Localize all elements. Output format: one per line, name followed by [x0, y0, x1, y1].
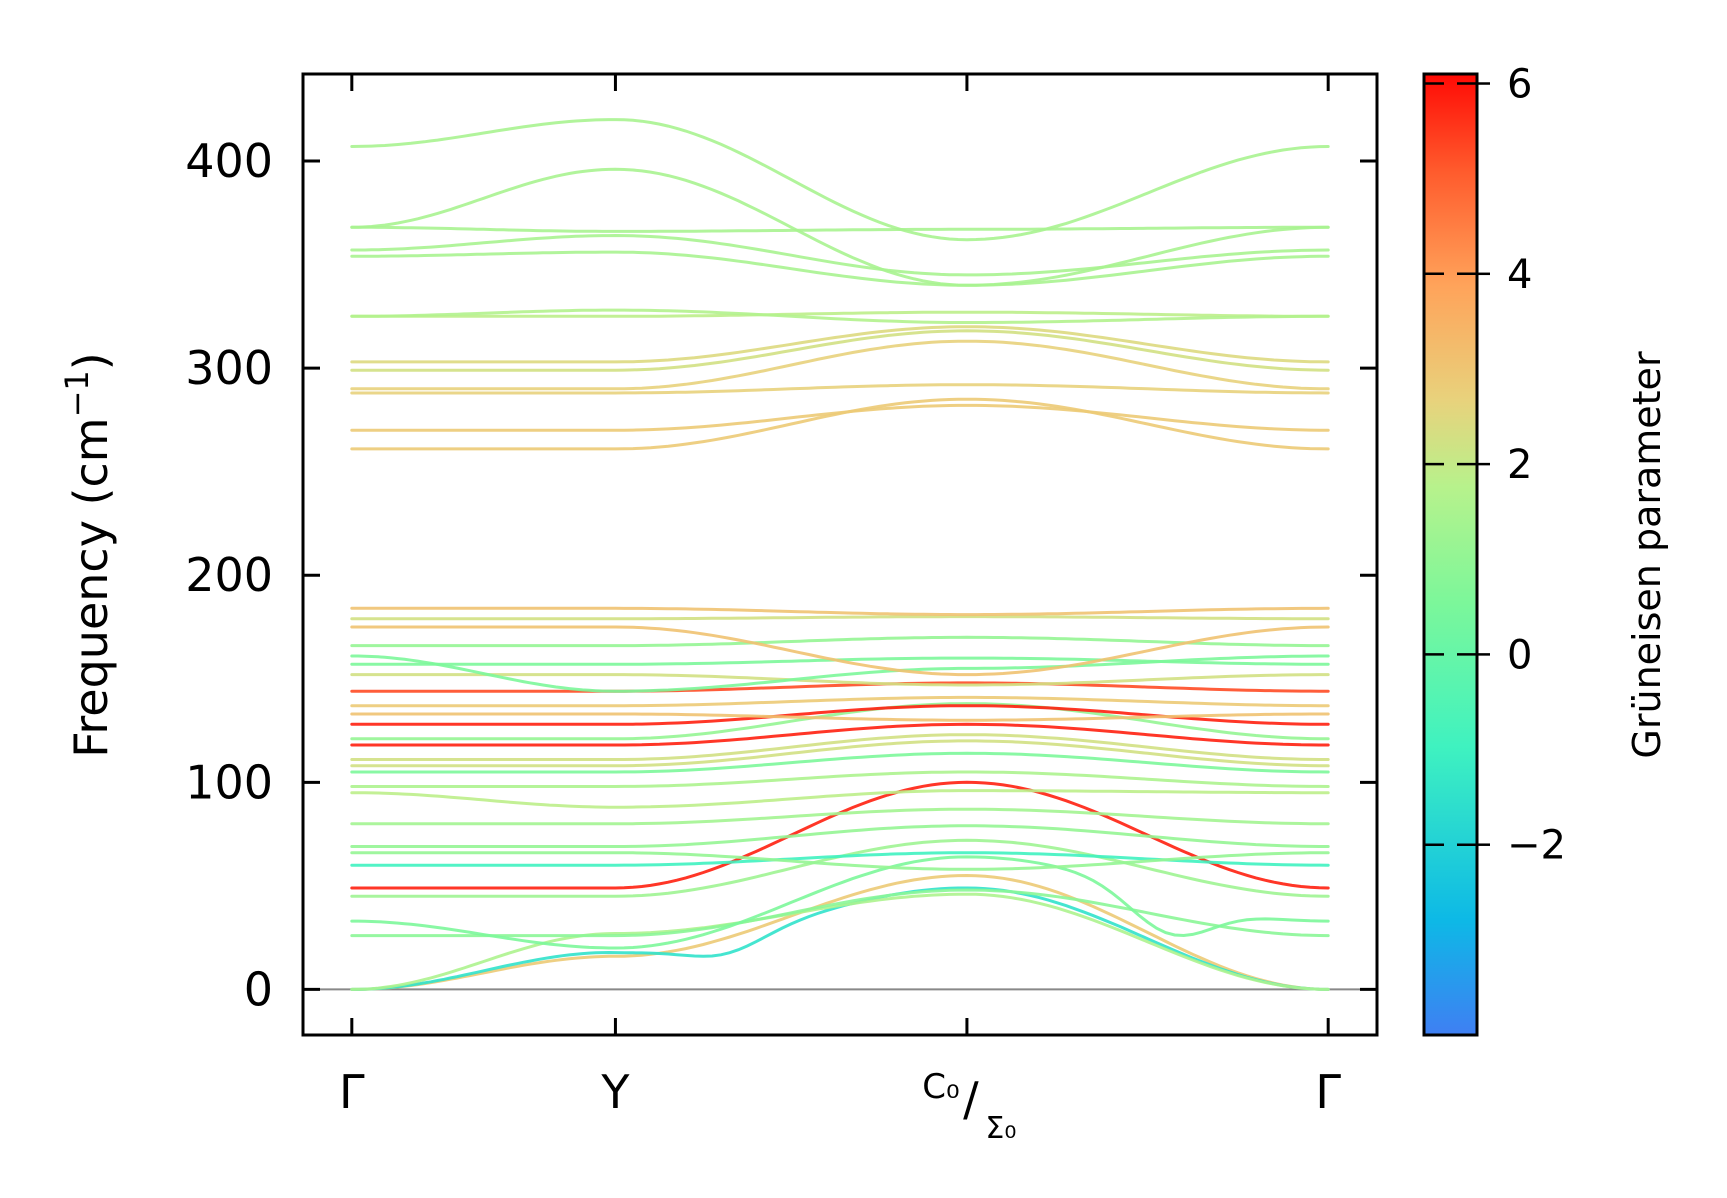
y-axis-title: Frequency (cm−1) [58, 352, 118, 757]
colorbar-title: Grüneisen parameter [1625, 351, 1669, 759]
y-tick-label: 200 [185, 548, 273, 602]
x-tick-label-upper: C₀ [922, 1067, 959, 1107]
band-23 [350, 681, 1330, 693]
band-32 [350, 403, 1330, 432]
x-tick-label: Γ [1315, 1065, 1341, 1119]
band-43 [350, 118, 1330, 242]
colorbar-tick-label: 2 [1507, 442, 1532, 488]
band-31 [350, 397, 1330, 451]
colorbar-tick-label: 0 [1507, 632, 1532, 678]
x-tick-label-composite: C₀/Σ₀ [922, 1067, 1016, 1146]
colorbar-tick-label: 4 [1507, 252, 1532, 298]
band-37 [350, 310, 1330, 318]
colorbar-tick-label: 6 [1507, 62, 1532, 108]
band-9 [350, 851, 1330, 867]
band-36 [350, 325, 1330, 364]
colorbar [1422, 72, 1479, 1037]
band-acoustic-3 [350, 892, 1330, 991]
band-30 [350, 606, 1330, 617]
y-axis: 0 100 200 300 400 [185, 134, 1377, 1016]
band-28 [350, 625, 1330, 677]
band-6 [350, 855, 1330, 950]
colorbar-axis: −2 0 2 4 6 [1424, 62, 1566, 869]
x-tick-label-lower: Σ₀ [985, 1111, 1016, 1146]
band-acoustic-1 [350, 873, 1330, 991]
band-7 [350, 780, 1330, 890]
band-14 [350, 770, 1330, 788]
band-13 [350, 789, 1330, 809]
plot-frame [301, 72, 1379, 1037]
band-42 [350, 167, 1330, 287]
band-26 [350, 654, 1330, 693]
band-29 [350, 615, 1330, 621]
band-15 [350, 751, 1330, 774]
x-tick-label: Y [600, 1065, 630, 1119]
band-10 [350, 851, 1330, 871]
band-16 [350, 739, 1330, 768]
band-8 [350, 838, 1330, 898]
x-axis: Γ Y C₀/Σ₀ Γ [339, 74, 1341, 1146]
band-19 [350, 702, 1330, 741]
x-tick-label: Γ [339, 1065, 365, 1119]
band-18 [350, 722, 1330, 747]
band-40 [350, 233, 1330, 277]
band-38 [350, 308, 1330, 324]
band-22 [350, 695, 1330, 708]
y-tick-label: 100 [185, 755, 273, 809]
x-tick-label-slash: / [963, 1072, 979, 1126]
band-41 [350, 225, 1330, 233]
band-21 [350, 712, 1330, 722]
band-33 [350, 383, 1330, 395]
y-tick-label: 0 [244, 962, 273, 1016]
band-acoustic-2 [350, 886, 1330, 991]
band-17 [350, 733, 1330, 761]
band-34 [350, 339, 1330, 391]
band-27 [350, 635, 1330, 648]
band-11 [350, 824, 1330, 848]
colorbar-tick-label: −2 [1507, 823, 1566, 869]
band-lines [350, 118, 1330, 991]
band-35 [350, 329, 1330, 372]
y-tick-label: 300 [185, 341, 273, 395]
band-39 [350, 250, 1330, 287]
band-12 [350, 807, 1330, 826]
band-20 [350, 704, 1330, 726]
y-tick-label: 400 [185, 134, 273, 188]
